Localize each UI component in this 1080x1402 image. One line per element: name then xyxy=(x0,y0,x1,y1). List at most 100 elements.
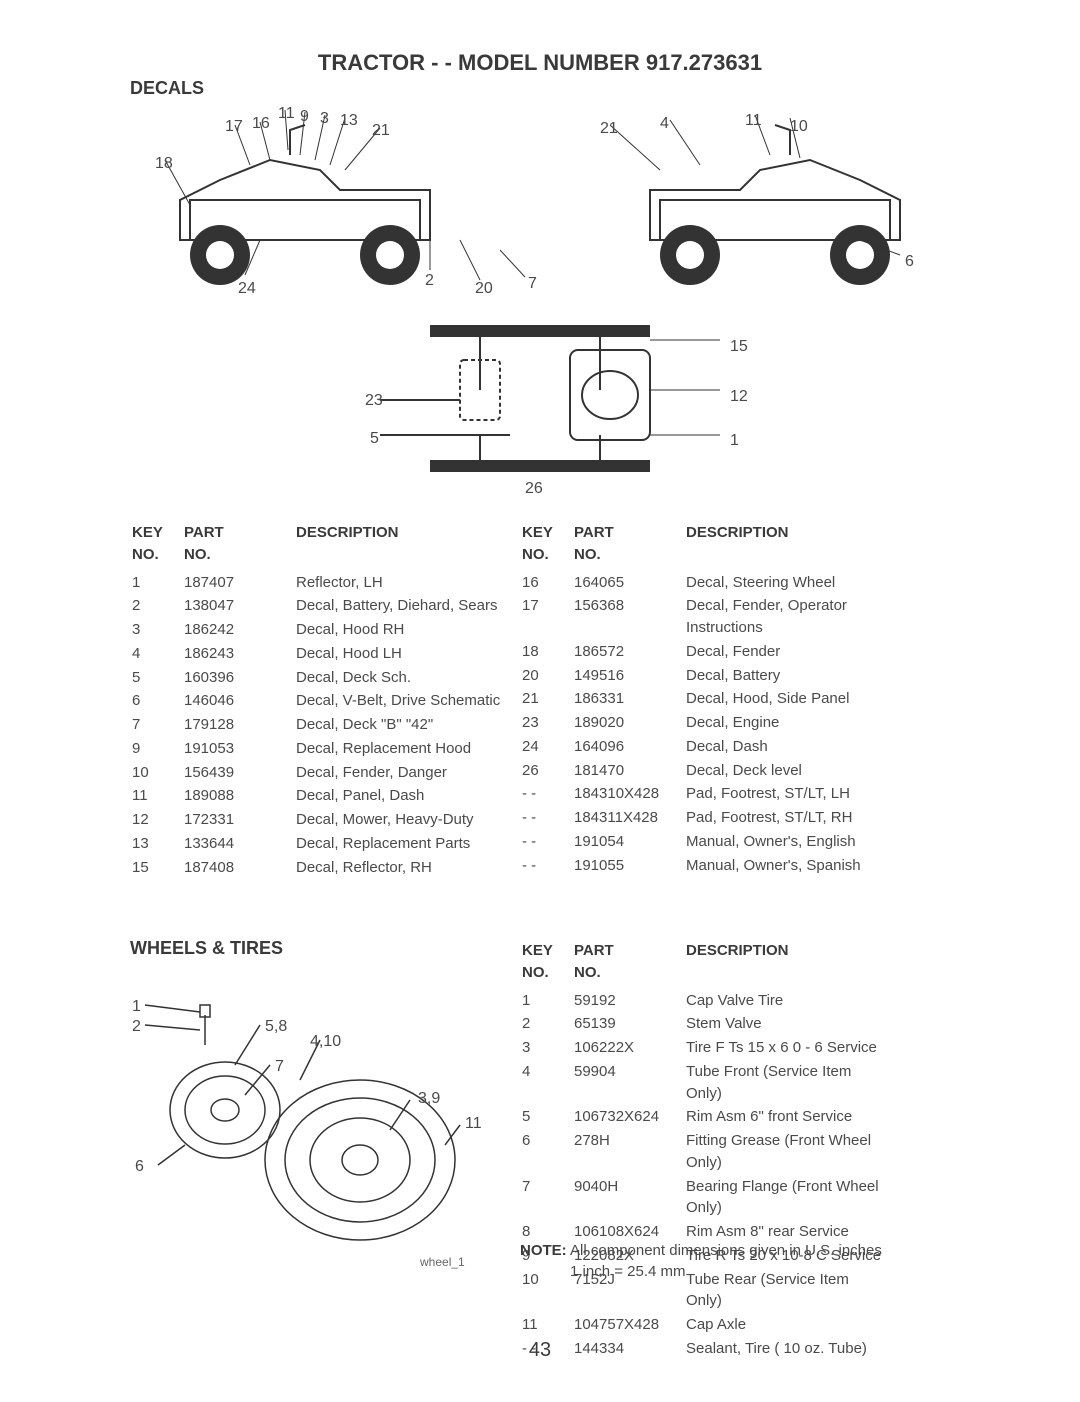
cell-key: - - xyxy=(522,855,572,877)
cell-desc: Decal, Dash xyxy=(686,736,861,758)
cell-part: 181470 xyxy=(574,760,684,782)
table-row: 265139Stem Valve xyxy=(522,1013,881,1035)
callout: 5 xyxy=(370,430,379,448)
callout: 4 xyxy=(660,115,669,133)
wheels-table: KEYNO. PARTNO. DESCRIPTION 159192Cap Val… xyxy=(520,938,883,1362)
cell-key: 23 xyxy=(522,712,572,734)
cell-desc: Decal, Engine xyxy=(686,712,861,734)
table-row: 6278HFitting Grease (Front WheelOnly) xyxy=(522,1130,881,1174)
wheels-diagram xyxy=(130,970,490,1270)
table-row: 24164096Decal, Dash xyxy=(522,736,861,758)
wheels-heading: WHEELS & TIRES xyxy=(130,938,283,959)
cell-key: 16 xyxy=(522,572,572,594)
cell-part: 191053 xyxy=(184,738,294,760)
table-row: - -184310X428Pad, Footrest, ST/LT, LH xyxy=(522,783,861,805)
callout: 6 xyxy=(135,1158,144,1176)
callout: 12 xyxy=(730,388,748,406)
cell-part: 65139 xyxy=(574,1013,684,1035)
cell-key: 24 xyxy=(522,736,572,758)
cell-part: 187407 xyxy=(184,572,294,594)
cell-desc: Decal, Deck Sch. xyxy=(296,667,500,689)
callout: 2 xyxy=(132,1018,141,1036)
table-row: 5106732X624Rim Asm 6" front Service xyxy=(522,1106,881,1128)
note-sub: 1 inch = 25.4 mm xyxy=(570,1263,685,1280)
cell-part: 156439 xyxy=(184,762,294,784)
table-row: 16164065Decal, Steering Wheel xyxy=(522,572,861,594)
callout: 17 xyxy=(225,118,243,136)
cell-desc: Decal, Replacement Hood xyxy=(296,738,500,760)
cell-key: 11 xyxy=(132,785,182,807)
cell-key: 18 xyxy=(522,641,572,663)
table-row: 17156368Decal, Fender, OperatorInstructi… xyxy=(522,595,861,639)
cell-desc: Decal, Hood, Side Panel xyxy=(686,688,861,710)
decals-table-left: KEYNO. PARTNO. DESCRIPTION 1187407Reflec… xyxy=(130,520,502,880)
table-row: 4186243Decal, Hood LH xyxy=(132,643,500,665)
cell-desc: Decal, Hood LH xyxy=(296,643,500,665)
cell-key: 4 xyxy=(522,1061,572,1105)
cell-key: 2 xyxy=(132,595,182,617)
page-number: 43 xyxy=(0,1339,1080,1362)
cell-desc: Bearing Flange (Front WheelOnly) xyxy=(686,1176,881,1220)
th-key: KEYNO. xyxy=(522,940,572,988)
cell-key: 13 xyxy=(132,833,182,855)
cell-key: 1 xyxy=(522,990,572,1012)
cell-part: 187408 xyxy=(184,857,294,879)
table-row: 15187408Decal, Reflector, RH xyxy=(132,857,500,879)
th-key: KEYNO. xyxy=(132,522,182,570)
table-row: 10156439Decal, Fender, Danger xyxy=(132,762,500,784)
cell-part: 191054 xyxy=(574,831,684,853)
cell-key: - - xyxy=(522,831,572,853)
callout: 24 xyxy=(238,280,256,298)
cell-key: 9 xyxy=(132,738,182,760)
cell-key: 6 xyxy=(132,690,182,712)
cell-desc: Tube Front (Service ItemOnly) xyxy=(686,1061,881,1105)
table-row: 159192Cap Valve Tire xyxy=(522,990,881,1012)
callout: 1 xyxy=(132,998,141,1016)
cell-key: - - xyxy=(522,783,572,805)
callout: 11 xyxy=(745,112,762,130)
table-row: 5160396Decal, Deck Sch. xyxy=(132,667,500,689)
cell-desc: Cap Valve Tire xyxy=(686,990,881,1012)
cell-desc: Decal, Battery xyxy=(686,665,861,687)
cell-desc: Decal, Hood RH xyxy=(296,619,500,641)
th-desc: DESCRIPTION xyxy=(296,522,500,570)
table-row: 79040HBearing Flange (Front WheelOnly) xyxy=(522,1176,881,1220)
page-title: TRACTOR - - MODEL NUMBER 917.273631 xyxy=(0,0,1080,76)
cell-part: 9040H xyxy=(574,1176,684,1220)
callout: 3,9 xyxy=(418,1090,440,1108)
cell-part: 184311X428 xyxy=(574,807,684,829)
cell-part: 106732X624 xyxy=(574,1106,684,1128)
cell-part: 104757X428 xyxy=(574,1314,684,1336)
callout: 7 xyxy=(275,1058,284,1076)
table-row: 3186242Decal, Hood RH xyxy=(132,619,500,641)
th-part: PARTNO. xyxy=(184,522,294,570)
cell-key: 6 xyxy=(522,1130,572,1174)
table-row: 18186572Decal, Fender xyxy=(522,641,861,663)
cell-part: 191055 xyxy=(574,855,684,877)
table-row: 2138047Decal, Battery, Diehard, Sears xyxy=(132,595,500,617)
cell-desc: Decal, Steering Wheel xyxy=(686,572,861,594)
cell-key: 12 xyxy=(132,809,182,831)
cell-part: 189088 xyxy=(184,785,294,807)
cell-desc: Pad, Footrest, ST/LT, RH xyxy=(686,807,861,829)
callout: 15 xyxy=(730,338,748,356)
callout: 21 xyxy=(600,120,618,138)
table-row: 9191053Decal, Replacement Hood xyxy=(132,738,500,760)
cell-desc: Reflector, LH xyxy=(296,572,500,594)
decals-diagram xyxy=(130,100,950,500)
cell-key: 7 xyxy=(522,1176,572,1220)
table-row: 20149516Decal, Battery xyxy=(522,665,861,687)
table-row: 3106222XTire F Ts 15 x 6 0 - 6 Service xyxy=(522,1037,881,1059)
cell-key: 7 xyxy=(132,714,182,736)
cell-part: 149516 xyxy=(574,665,684,687)
cell-desc: Cap Axle xyxy=(686,1314,881,1336)
cell-key: 21 xyxy=(522,688,572,710)
cell-desc: Manual, Owner's, English xyxy=(686,831,861,853)
th-part: PARTNO. xyxy=(574,522,684,570)
th-key: KEYNO. xyxy=(522,522,572,570)
cell-desc: Decal, Panel, Dash xyxy=(296,785,500,807)
cell-desc: Stem Valve xyxy=(686,1013,881,1035)
cell-desc: Decal, V-Belt, Drive Schematic xyxy=(296,690,500,712)
decals-table-right: KEYNO. PARTNO. DESCRIPTION 16164065Decal… xyxy=(520,520,863,878)
cell-desc: Rim Asm 6" front Service xyxy=(686,1106,881,1128)
